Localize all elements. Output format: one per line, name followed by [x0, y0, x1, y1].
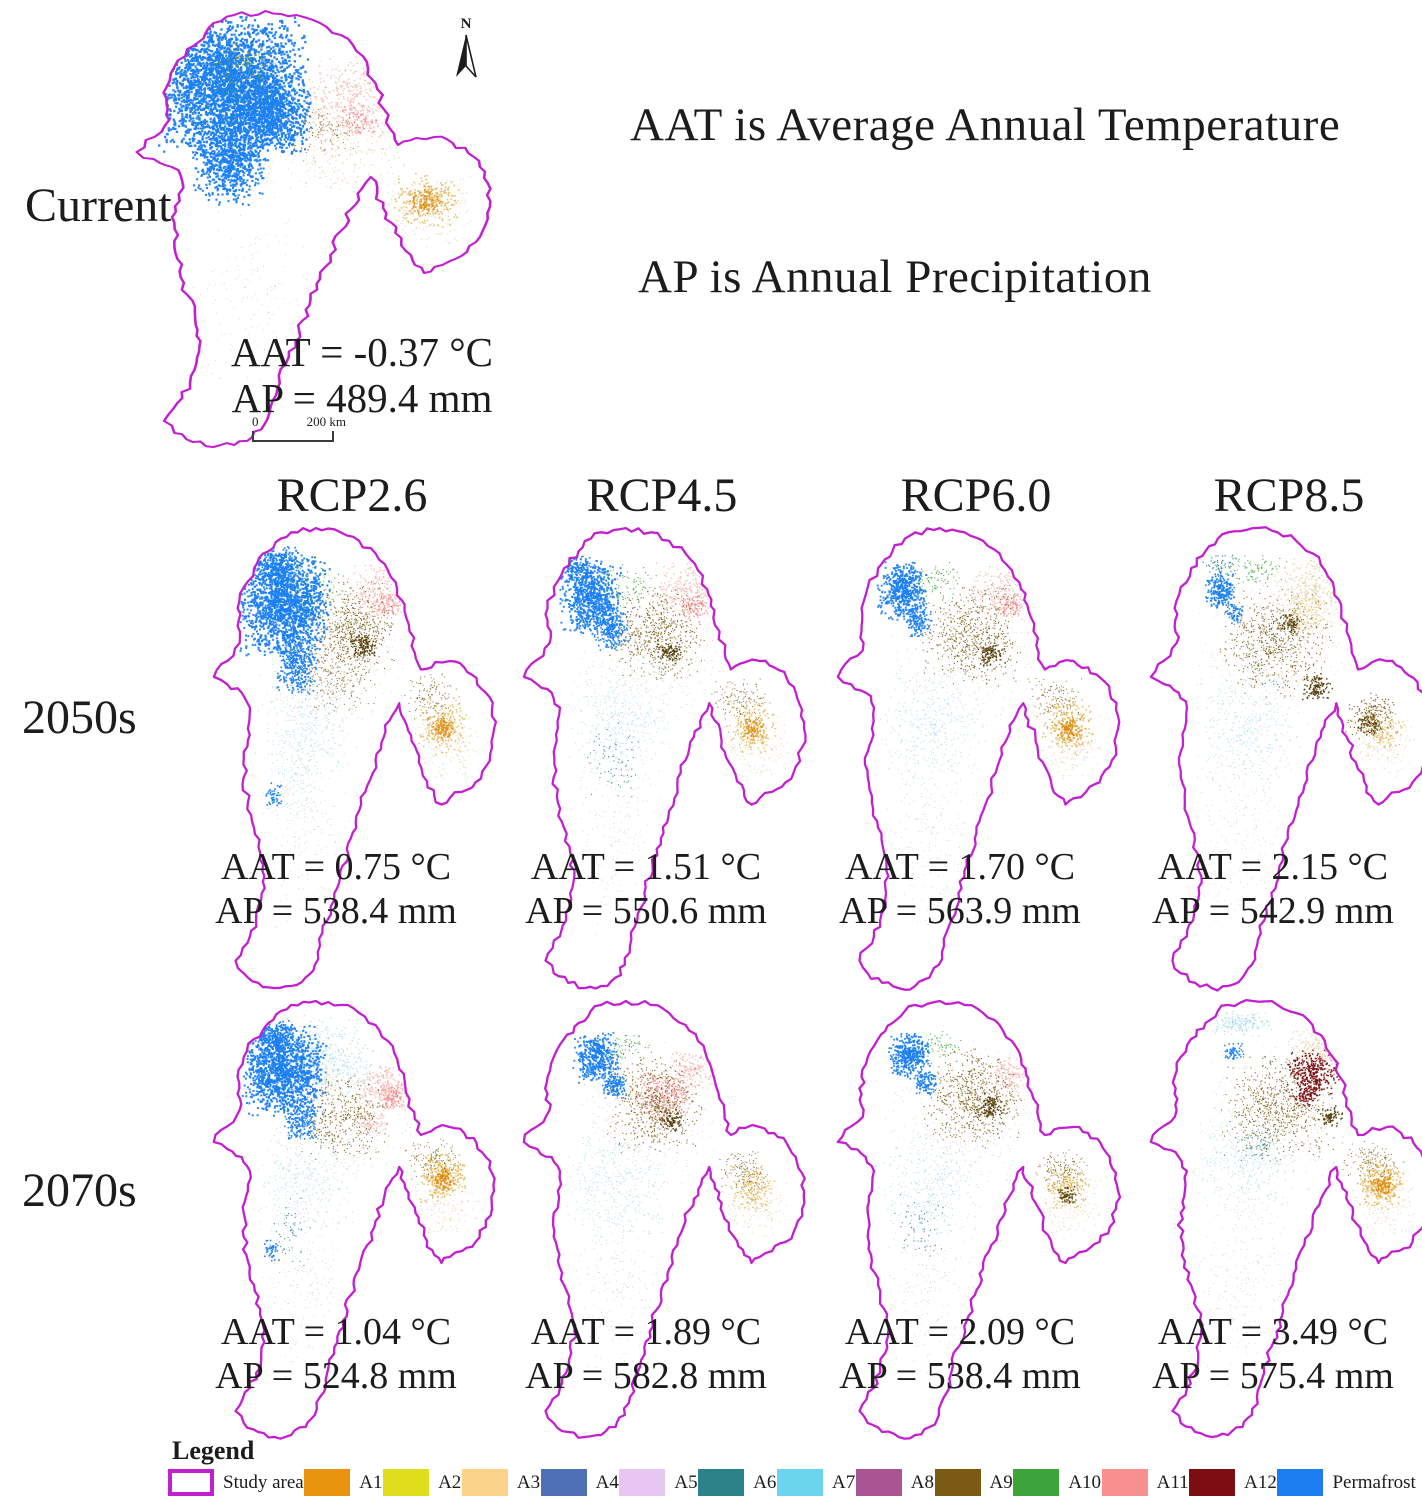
color-swatch [934, 1469, 981, 1496]
aat-value: AAT = 2.15 °C [1157, 846, 1389, 888]
ap-value: AP = 542.9 mm [1152, 890, 1394, 933]
legend-label: A2 [438, 1471, 462, 1493]
scale-bar: 0 200 km [252, 414, 346, 442]
map-current [94, 6, 506, 458]
legend-label: A8 [910, 1471, 934, 1493]
ap-value: AP = 538.4 mm [839, 1355, 1081, 1398]
legend-label: A7 [831, 1471, 856, 1493]
scale-bar-zero: 0 [252, 414, 259, 429]
note-aat-definition: AAT is Average Annual Temperature [630, 99, 1341, 151]
stats-2050s-rcp26: AAT = 0.75 °C AP = 538.4 mm [176, 845, 496, 933]
map-2070s-rcp85 [1116, 996, 1422, 1446]
stats-2070s-rcp26: AAT = 1.04 °C AP = 524.8 mm [176, 1310, 496, 1398]
ap-value: AP = 550.6 mm [525, 890, 767, 933]
legend-item-study-area: Study area [168, 1469, 304, 1496]
current-label: Current [25, 179, 172, 232]
color-swatch [776, 1469, 823, 1496]
aat-value: AAT = 3.49 °C [1157, 1311, 1389, 1353]
stats-2050s-rcp85: AAT = 2.15 °C AP = 542.9 mm [1113, 845, 1422, 933]
ap-value: AP = 582.8 mm [525, 1355, 767, 1398]
legend-label: Permafrost [1332, 1471, 1416, 1493]
study-area-swatch [168, 1469, 214, 1496]
ap-value: AP = 563.9 mm [839, 890, 1081, 933]
stats-2050s-rcp60: AAT = 1.70 °C AP = 563.9 mm [800, 845, 1120, 933]
scenario-header-rcp45: RCP4.5 [586, 469, 738, 522]
legend-title: Legend [172, 1436, 255, 1465]
map-2050s-rcp45 [489, 523, 809, 995]
aat-value: AAT = 0.75 °C [220, 846, 452, 888]
row-label-2050s: 2050s [22, 691, 137, 744]
color-swatch [383, 1469, 430, 1496]
aat-value: AAT = 1.89 °C [530, 1311, 762, 1353]
color-swatch [1189, 1469, 1236, 1496]
map-2050s-rcp85 [1116, 523, 1422, 995]
current-stats: AAT = -0.37 °C AP = 489.4 mm [212, 329, 512, 422]
map-2050s-rcp26 [179, 523, 499, 995]
color-swatch [1277, 1469, 1324, 1496]
map-2070s-rcp26 [179, 996, 499, 1446]
legend-item-permafrost: Permafrost [1277, 1469, 1416, 1496]
stats-2070s-rcp45: AAT = 1.89 °C AP = 582.8 mm [486, 1310, 806, 1398]
scenario-header-rcp60: RCP6.0 [900, 469, 1052, 522]
color-swatch [619, 1469, 666, 1496]
aat-value: AAT = 1.70 °C [844, 846, 1076, 888]
legend-label: A6 [753, 1471, 777, 1493]
legend-label: A5 [674, 1471, 698, 1493]
legend-item-a9: A9 [934, 1469, 1013, 1496]
current-ap-value: AP = 489.4 mm [231, 374, 493, 421]
aat-value: AAT = 1.51 °C [530, 846, 762, 888]
color-swatch [461, 1469, 508, 1496]
scale-bar-labels: 0 200 km [252, 414, 346, 430]
legend-item-a10: A10 [1013, 1469, 1101, 1496]
color-swatch [855, 1469, 902, 1496]
legend-label: A10 [1068, 1471, 1102, 1493]
map-2070s-rcp60 [803, 996, 1123, 1446]
legend-item-a2: A2 [383, 1469, 461, 1496]
aat-value: AAT = 1.04 °C [220, 1311, 452, 1353]
legend-item-a6: A6 [698, 1469, 776, 1496]
legend-item-a3: A3 [461, 1469, 541, 1496]
legend-item-a1: A1 [304, 1469, 383, 1496]
legend-item-a7: A7 [776, 1469, 856, 1496]
ap-value: AP = 524.8 mm [215, 1355, 457, 1398]
aat-value: AAT = 2.09 °C [844, 1311, 1076, 1353]
map-2050s-rcp60 [803, 523, 1123, 995]
legend: Study area A1 A2 A3 A4 A5 A6 A7 A8 A9 A10 A11 A12 Per… [168, 1469, 1416, 1496]
legend-item-a4: A4 [540, 1469, 619, 1496]
scenario-header-rcp85: RCP8.5 [1213, 469, 1365, 522]
scale-bar-end: 200 km [306, 414, 346, 429]
stats-2050s-rcp45: AAT = 1.51 °C AP = 550.6 mm [486, 845, 806, 933]
north-label: N [460, 16, 472, 32]
color-swatch [1013, 1469, 1060, 1496]
current-aat-value: AAT = -0.37 °C [231, 329, 493, 375]
legend-item-a11: A11 [1101, 1469, 1189, 1496]
north-arrow: N [446, 16, 486, 86]
legend-label: A3 [516, 1471, 541, 1493]
legend-label: A9 [989, 1471, 1013, 1493]
legend-label: A4 [595, 1471, 619, 1493]
scenario-header-rcp26: RCP2.6 [276, 469, 428, 522]
stats-2070s-rcp60: AAT = 2.09 °C AP = 538.4 mm [800, 1310, 1120, 1398]
color-swatch [698, 1469, 745, 1496]
stats-2070s-rcp85: AAT = 3.49 °C AP = 575.4 mm [1113, 1310, 1422, 1398]
map-2070s-rcp45 [489, 996, 809, 1446]
north-arrow-icon [456, 34, 477, 78]
color-swatch [540, 1469, 587, 1496]
legend-label: A12 [1244, 1471, 1277, 1493]
legend-label: A11 [1156, 1471, 1189, 1493]
scale-bar-bracket [252, 431, 334, 442]
legend-item-a8: A8 [855, 1469, 934, 1496]
color-swatch [304, 1469, 351, 1496]
color-swatch [1101, 1469, 1148, 1496]
note-ap-definition: AP is Annual Precipitation [638, 251, 1152, 303]
row-label-2070s: 2070s [22, 1164, 137, 1217]
ap-value: AP = 538.4 mm [215, 890, 457, 933]
legend-item-a12: A12 [1189, 1469, 1277, 1496]
legend-label: A1 [359, 1471, 383, 1493]
ap-value: AP = 575.4 mm [1152, 1355, 1394, 1398]
legend-label: Study area [223, 1471, 304, 1493]
legend-item-a5: A5 [619, 1469, 698, 1496]
